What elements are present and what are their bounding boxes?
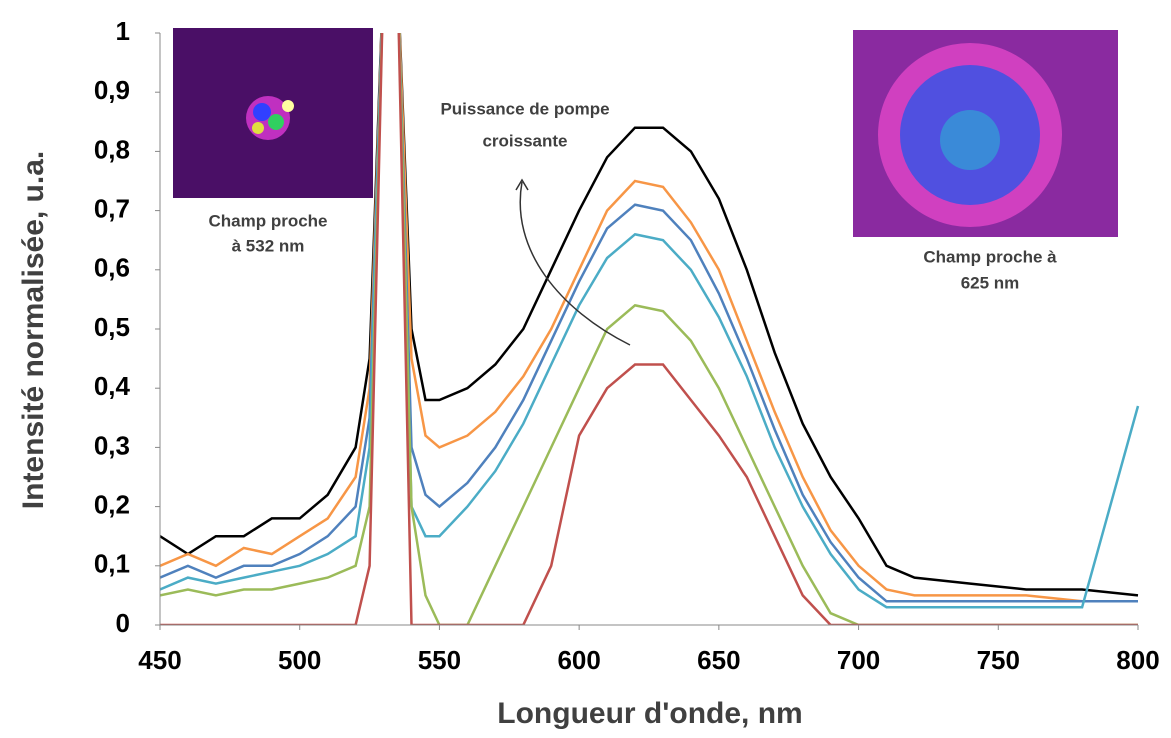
x-tick-label: 700	[837, 645, 880, 675]
y-tick-label: 0,9	[94, 75, 130, 105]
y-axis-title: Intensité normalisée, u.a.	[17, 151, 50, 509]
x-tick-label: 450	[138, 645, 181, 675]
x-tick-label: 800	[1116, 645, 1159, 675]
inset-625	[853, 30, 1118, 237]
line-series	[160, 33, 1139, 597]
y-tick-label: 0,1	[94, 549, 130, 579]
x-tick-label: 600	[557, 645, 600, 675]
axes: 0 0,1 0,2 0,3 0,4 0,5 0,6 0,7 0,8 0,9 1 450 500 550 60…	[94, 16, 1160, 675]
x-axis-title: Longueur d'onde, nm	[497, 697, 802, 730]
y-tick-label: 0,5	[94, 312, 130, 342]
annotation: 625 nm	[961, 273, 1020, 292]
line-series	[160, 33, 1138, 603]
y-tick-label: 0,4	[94, 371, 131, 401]
line-series	[160, 33, 1138, 603]
y-tick-label: 0,2	[94, 489, 130, 519]
annotation: Puissance de pompe	[440, 99, 609, 118]
annotation: Champ proche à	[923, 247, 1057, 266]
x-tick-label: 750	[977, 645, 1020, 675]
x-tick-label: 650	[697, 645, 740, 675]
y-tick-label: 1	[116, 16, 130, 46]
y-tick-label: 0	[116, 608, 130, 638]
x-tick-label: 550	[418, 645, 461, 675]
annotation: Champ proche	[208, 211, 327, 230]
x-tick-label: 500	[278, 645, 321, 675]
annotation-arrowhead	[515, 178, 529, 191]
inset-532	[173, 28, 373, 198]
line-series	[160, 33, 1140, 609]
line-series	[160, 33, 1138, 625]
y-tick-label: 0,7	[94, 193, 130, 223]
annotation: croissante	[482, 131, 567, 150]
annotation: à 532 nm	[232, 236, 305, 255]
y-tick-label: 0,8	[94, 134, 130, 164]
y-tick-label: 0,3	[94, 430, 130, 460]
line-series	[160, 33, 1138, 625]
annotation-arrow	[519, 181, 631, 346]
y-tick-label: 0,6	[94, 253, 130, 283]
plot-area	[160, 33, 1140, 625]
